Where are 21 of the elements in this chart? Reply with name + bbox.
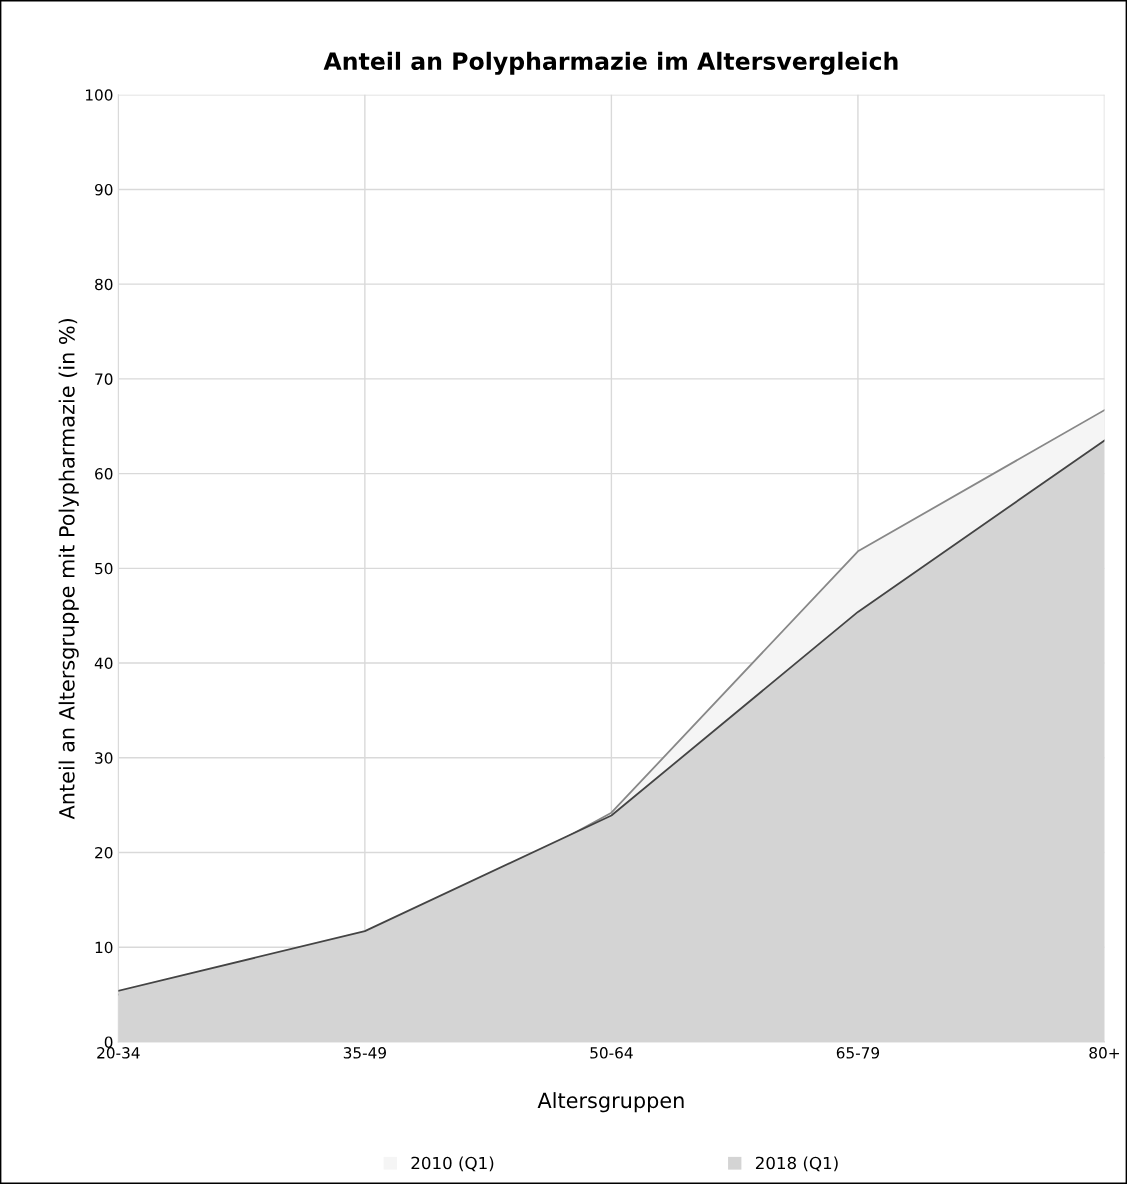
y-tick-label: 50 xyxy=(95,562,113,575)
y-tick-label: 100 xyxy=(85,89,113,101)
y-tick-label: 30 xyxy=(95,752,113,764)
y-axis-title: Anteil an Altersgruppe mit Polypharmazie (in %) xyxy=(58,318,79,820)
y-tick-label: 60 xyxy=(95,468,113,480)
x-tick-label: 35-49 xyxy=(343,1047,386,1059)
x-tick-label: 65-79 xyxy=(836,1047,880,1059)
legend-label: 2010 (Q1) xyxy=(411,1156,494,1172)
x-tick-label: 50-64 xyxy=(590,1047,633,1059)
y-tick-label: 70 xyxy=(95,373,113,385)
y-tick-label: 0 xyxy=(104,1036,113,1048)
x-tick-label: 20-34 xyxy=(97,1047,140,1059)
y-tick-label: 20 xyxy=(95,846,113,859)
y-tick-label: 40 xyxy=(94,657,113,670)
chart-title: Anteil an Polypharmazie im Altersvergleich xyxy=(323,51,898,75)
x-axis-title: Altersgruppen xyxy=(537,1092,684,1113)
y-tick-label: 90 xyxy=(94,183,113,196)
legend-label: 2018 (Q1) xyxy=(755,1156,838,1172)
x-tick-label: 80+ xyxy=(1089,1047,1119,1059)
y-tick-label: 80 xyxy=(95,278,113,291)
y-tick-label: 10 xyxy=(95,941,113,954)
